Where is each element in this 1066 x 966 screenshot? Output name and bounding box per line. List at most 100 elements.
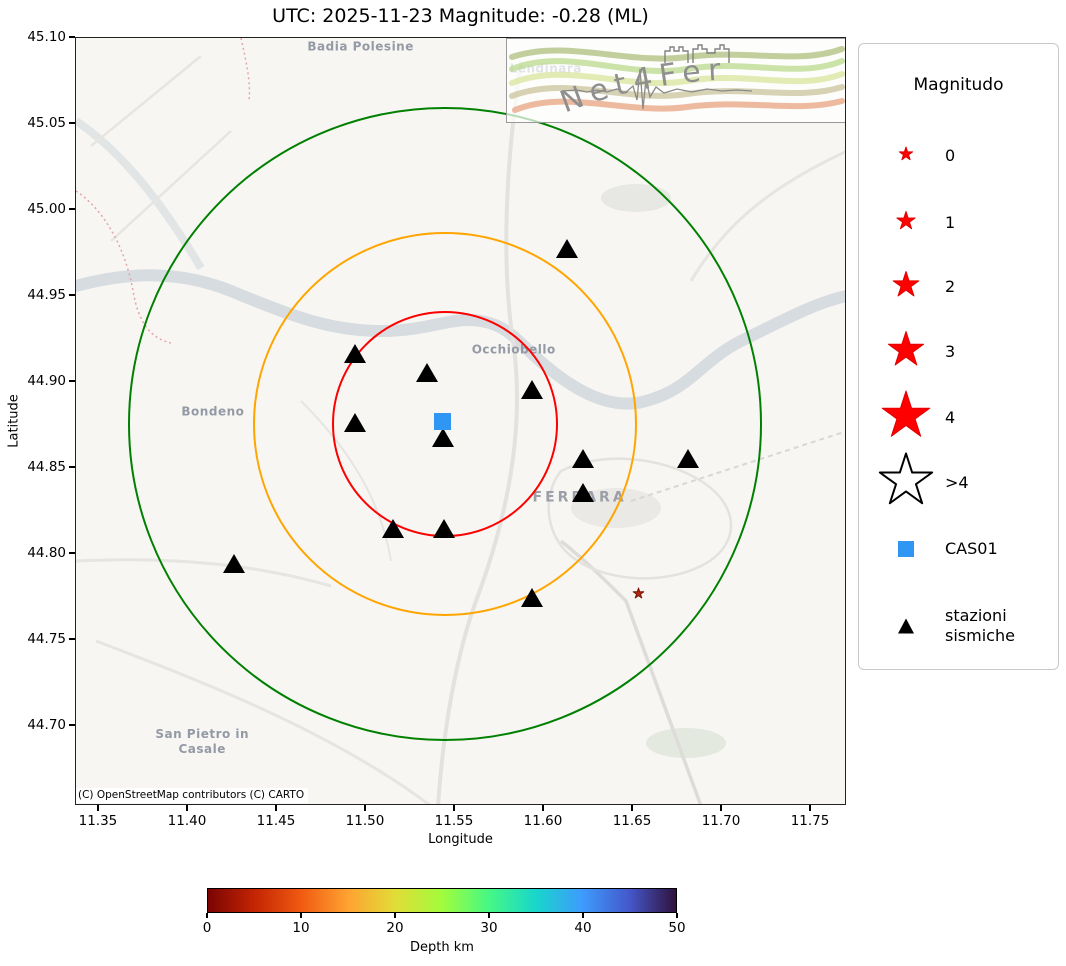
castle-icon bbox=[664, 44, 730, 63]
colorbar-tick bbox=[582, 913, 584, 918]
x-axis-tick bbox=[720, 805, 723, 811]
x-axis-tick-label: 11.40 bbox=[167, 813, 207, 829]
station-triangle-icon bbox=[898, 618, 914, 634]
seismic-station-marker bbox=[344, 343, 367, 363]
colorbar-tick bbox=[206, 913, 208, 918]
x-axis-tick-label: 11.65 bbox=[612, 813, 652, 829]
legend-item-label: stazioni sismiche bbox=[945, 606, 1015, 645]
colorbar-tick bbox=[488, 913, 490, 918]
legend-item-label: 2 bbox=[945, 277, 956, 296]
y-axis-tick-label: 44.80 bbox=[27, 545, 66, 562]
x-axis-tick bbox=[631, 805, 634, 811]
y-axis-tick-label: 44.85 bbox=[27, 459, 66, 476]
figure-title: UTC: 2025-11-23 Magnitude: -0.28 (ML) bbox=[272, 5, 649, 27]
y-axis-tick bbox=[69, 36, 75, 38]
y-axis-label: Latitude bbox=[6, 394, 22, 448]
legend-marker bbox=[897, 145, 915, 167]
legend-marker bbox=[879, 389, 933, 447]
x-axis-label: Longitude bbox=[428, 832, 493, 847]
x-axis-tick bbox=[453, 805, 455, 811]
y-axis-tick bbox=[69, 638, 75, 641]
seismic-station-marker bbox=[677, 448, 700, 468]
x-axis-tick bbox=[185, 805, 188, 811]
seismogram-trace bbox=[561, 68, 753, 110]
y-axis-tick bbox=[69, 208, 75, 211]
net4fer-logo: Net4Fer bbox=[506, 38, 845, 123]
y-axis-tick-label: 44.75 bbox=[27, 631, 66, 648]
y-axis-tick-label: 45.00 bbox=[27, 201, 66, 218]
legend-item-label: 3 bbox=[945, 342, 956, 361]
seismic-station-marker bbox=[381, 519, 404, 539]
seismic-station-marker bbox=[572, 483, 595, 503]
legend-item-label: 0 bbox=[945, 146, 956, 165]
legend-marker bbox=[886, 330, 927, 375]
seismic-station-marker bbox=[431, 428, 454, 448]
seismic-station-marker bbox=[520, 588, 543, 608]
y-axis-tick bbox=[69, 122, 75, 125]
x-axis-tick bbox=[809, 805, 812, 811]
x-axis-tick-label: 11.75 bbox=[790, 813, 830, 829]
epicenter-star-icon bbox=[632, 587, 645, 599]
y-axis-tick bbox=[69, 380, 75, 383]
x-axis-tick-label: 11.50 bbox=[345, 813, 385, 829]
cas01-station-marker bbox=[434, 413, 452, 431]
y-axis-tick-label: 44.90 bbox=[27, 373, 66, 390]
colorbar-tick-label: 0 bbox=[202, 920, 212, 936]
map-attribution: (C) OpenStreetMap contributors (C) CARTO bbox=[76, 788, 309, 803]
x-axis-tick bbox=[96, 805, 99, 811]
seismic-station-marker bbox=[344, 412, 367, 432]
legend-item-label: CAS01 bbox=[945, 539, 998, 558]
x-axis-tick-label: 11.70 bbox=[701, 813, 741, 829]
seismic-station-marker bbox=[572, 448, 595, 468]
seismic-station-marker bbox=[223, 553, 246, 573]
colorbar-tick-label: 40 bbox=[574, 920, 592, 936]
y-axis-tick bbox=[69, 466, 75, 469]
place-label: Badia Polesine bbox=[307, 39, 414, 54]
x-axis-tick-label: 11.60 bbox=[523, 813, 563, 829]
magnitude-star-icon bbox=[896, 211, 916, 230]
magnitude-star-icon bbox=[887, 331, 925, 366]
colorbar-tick bbox=[676, 913, 678, 918]
legend-item-label: 4 bbox=[945, 408, 956, 427]
x-axis-tick-label: 11.35 bbox=[78, 813, 118, 829]
y-axis-tick bbox=[69, 724, 75, 727]
x-axis-tick bbox=[274, 805, 277, 811]
cas01-square-icon bbox=[898, 541, 914, 557]
x-axis-tick bbox=[542, 805, 544, 811]
colorbar-tick-label: 30 bbox=[480, 920, 498, 936]
magnitude-star-icon bbox=[881, 390, 931, 437]
legend-marker bbox=[876, 451, 937, 516]
colorbar-label: Depth km bbox=[410, 940, 474, 955]
legend-marker bbox=[891, 270, 922, 305]
epicenter-star-marker bbox=[631, 586, 646, 605]
distance-ring bbox=[127, 106, 762, 741]
x-axis-tick-label: 11.55 bbox=[434, 813, 474, 829]
seismic-station-marker bbox=[556, 238, 579, 258]
magnitude-star-icon bbox=[898, 146, 914, 161]
seismic-station-marker bbox=[520, 379, 543, 399]
legend-marker bbox=[895, 210, 918, 237]
seismic-station-marker bbox=[433, 519, 456, 539]
colorbar-tick-label: 50 bbox=[668, 920, 686, 936]
legend-item-label: >4 bbox=[945, 473, 969, 492]
place-label: San Pietro in Casale bbox=[155, 726, 250, 756]
magnitude-star-icon bbox=[878, 452, 934, 505]
seismic-station-marker bbox=[415, 362, 438, 382]
colorbar-tick-label: 10 bbox=[292, 920, 310, 936]
x-axis-tick-label: 11.45 bbox=[256, 813, 296, 829]
legend-item-label: 1 bbox=[945, 213, 956, 232]
y-axis-tick bbox=[69, 552, 75, 555]
x-axis-tick bbox=[363, 805, 366, 811]
y-axis-tick-label: 45.10 bbox=[27, 29, 66, 45]
legend-title: Magnitudo bbox=[913, 75, 1004, 95]
colorbar-tick bbox=[300, 913, 302, 918]
legend-box: Magnitudo 0 1 2 3 4 >4 CAS01 stazioni sismiche bbox=[858, 43, 1059, 670]
depth-colorbar bbox=[207, 888, 677, 913]
magnitude-star-icon bbox=[892, 271, 920, 297]
y-axis-tick-label: 44.95 bbox=[27, 287, 66, 304]
colorbar-tick bbox=[394, 913, 396, 918]
y-axis-tick-label: 45.05 bbox=[27, 115, 66, 132]
net4fer-logo-graphic: Net4Fer bbox=[509, 44, 845, 120]
map-plot: Badia PolesineLendinaraOcchiobelloBonden… bbox=[75, 37, 846, 805]
